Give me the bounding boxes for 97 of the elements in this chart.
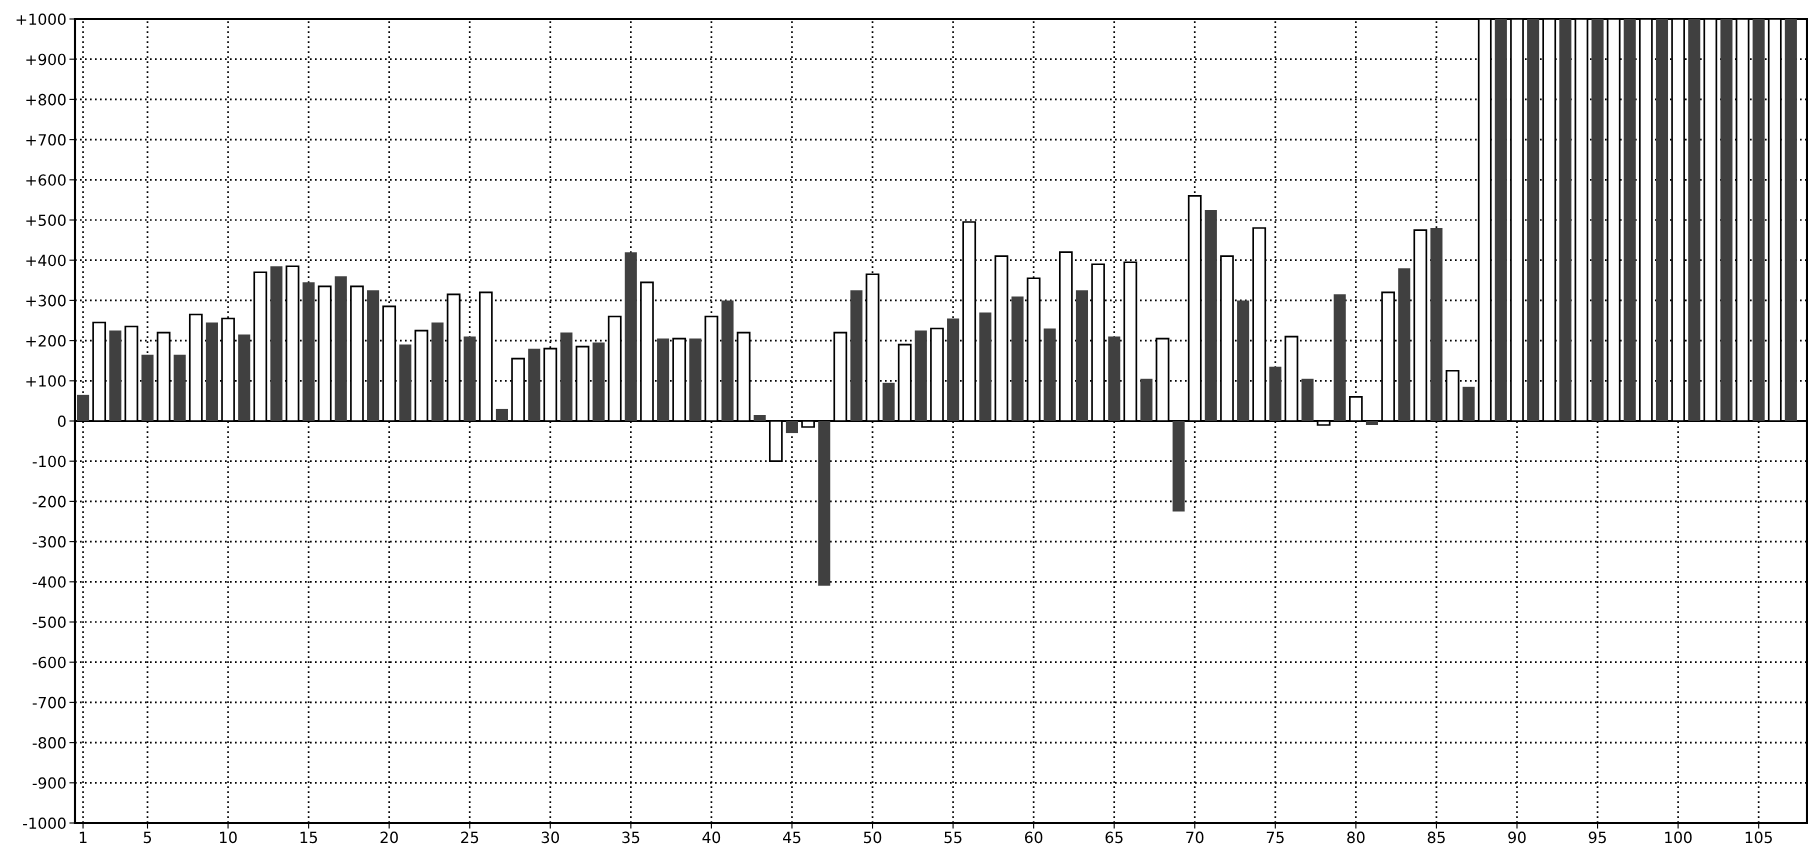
x-tick-label: 55 <box>944 831 962 844</box>
y-tick-label: +600 <box>26 174 66 186</box>
bar <box>1172 421 1185 512</box>
bar <box>109 330 122 421</box>
bar <box>850 290 863 421</box>
x-tick-label: 65 <box>1105 831 1123 844</box>
y-tick-label: -100 <box>32 455 66 468</box>
bar <box>463 336 476 421</box>
bar <box>399 344 412 421</box>
y-tick-label: 0 <box>57 415 66 428</box>
x-tick-label: 1 <box>79 831 87 843</box>
bar <box>1494 19 1507 421</box>
bar <box>1752 19 1765 421</box>
y-tick-label: +800 <box>26 93 66 106</box>
bar <box>1688 19 1701 421</box>
bar <box>1269 366 1282 421</box>
bar <box>818 421 831 586</box>
bar <box>1591 19 1604 421</box>
y-tick-label: -300 <box>32 536 66 548</box>
bar <box>753 414 766 421</box>
y-tick-label: -600 <box>32 656 66 669</box>
bar <box>1237 300 1250 421</box>
bar <box>1623 19 1636 421</box>
bar <box>1527 19 1540 421</box>
bar <box>1462 386 1475 421</box>
bar <box>1204 209 1217 421</box>
bar <box>205 322 218 421</box>
bar <box>77 394 90 421</box>
bar <box>1398 268 1411 421</box>
bar <box>495 408 508 421</box>
x-tick-label: 25 <box>461 831 479 844</box>
bar <box>302 282 315 421</box>
bar <box>560 332 573 421</box>
x-tick-label: 20 <box>380 831 398 844</box>
bar <box>1333 294 1346 421</box>
x-tick-label: 90 <box>1508 831 1526 844</box>
y-tick-label: +500 <box>26 214 66 227</box>
bar <box>624 252 637 421</box>
bar <box>1043 328 1056 421</box>
bar <box>1301 378 1314 421</box>
x-tick-label: 80 <box>1347 831 1365 844</box>
y-tick-label: -700 <box>32 696 66 709</box>
x-tick-label: 15 <box>300 831 317 844</box>
y-tick-label: +1000 <box>16 13 66 26</box>
y-tick-label: -1000 <box>23 817 66 830</box>
x-tick-label: 105 <box>1745 831 1772 844</box>
x-tick-label: 10 <box>220 831 237 844</box>
y-tick-label: -800 <box>32 737 66 749</box>
y-tick-label: +200 <box>26 335 66 347</box>
bar <box>657 338 670 421</box>
bar <box>1655 19 1669 421</box>
y-tick-label: +900 <box>26 53 66 66</box>
x-tick-label: 50 <box>863 831 882 844</box>
bar <box>1108 336 1121 421</box>
x-tick-label: 30 <box>541 831 559 844</box>
bar <box>1075 290 1089 421</box>
bar <box>914 330 927 421</box>
y-tick-label: -200 <box>32 495 66 508</box>
bar <box>431 322 444 421</box>
y-tick-label: +400 <box>26 254 66 267</box>
x-tick-label: 95 <box>1588 831 1606 844</box>
y-tick-label: -400 <box>32 576 66 588</box>
bar <box>173 354 186 421</box>
x-tick-label: 5 <box>143 831 152 844</box>
bar <box>1430 228 1443 421</box>
bar <box>689 338 702 421</box>
bar <box>592 342 605 421</box>
bar <box>1720 19 1733 421</box>
bar <box>238 334 251 421</box>
bar <box>1365 421 1379 426</box>
y-tick-label: +100 <box>26 375 66 387</box>
x-tick-label: 70 <box>1186 831 1204 844</box>
bar <box>979 312 992 421</box>
x-tick-label: 85 <box>1427 831 1445 844</box>
bar <box>785 421 799 434</box>
bar <box>141 354 154 421</box>
bar <box>1011 296 1024 421</box>
x-tick-label: 40 <box>702 831 721 844</box>
bar <box>367 290 380 421</box>
y-tick-label: +700 <box>26 134 66 146</box>
x-tick-label: 100 <box>1665 831 1692 844</box>
bar <box>947 318 960 421</box>
bar <box>270 266 283 421</box>
bar <box>1559 19 1572 421</box>
bar <box>1140 378 1153 421</box>
y-tick-label: +300 <box>26 294 66 307</box>
x-tick-label: 35 <box>622 831 640 844</box>
bar <box>882 382 895 421</box>
bar <box>1784 19 1797 421</box>
x-tick-label: 75 <box>1266 831 1284 844</box>
y-tick-label: -900 <box>32 777 66 789</box>
x-tick-label: 45 <box>782 831 801 844</box>
bar <box>721 300 734 421</box>
bar <box>334 276 347 421</box>
x-tick-label: 60 <box>1024 831 1043 844</box>
bar <box>528 348 541 421</box>
y-tick-label: -500 <box>32 616 66 629</box>
